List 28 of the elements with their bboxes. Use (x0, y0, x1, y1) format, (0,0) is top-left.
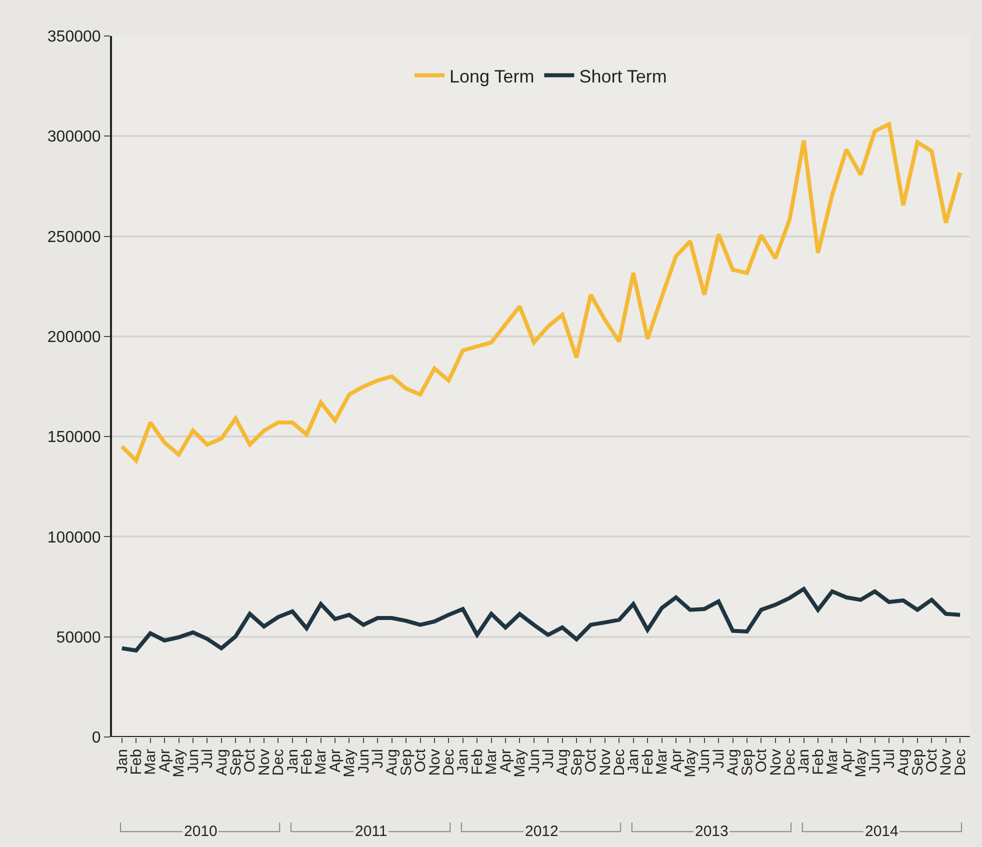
legend-label: Long Term (450, 66, 534, 86)
x-tick-label: Jul (880, 749, 898, 768)
legend-label: Short Term (579, 66, 667, 86)
x-tick-label: May (170, 748, 188, 778)
text: 2011 (355, 823, 388, 840)
x-tick-label: Jan (114, 749, 131, 774)
text: 2013 (695, 823, 728, 840)
text: 2012 (525, 823, 558, 840)
x-tick-label: Jul (710, 749, 728, 768)
text: 2010 (184, 823, 218, 840)
x-tick-label: May (512, 748, 529, 778)
y-tick-label: 150000 (47, 429, 101, 446)
x-tick-label: Aug (554, 749, 572, 776)
y-tick-label: 0 (92, 730, 101, 747)
x-tick-label: Aug (724, 749, 742, 776)
x-tick-label: May (341, 748, 358, 778)
y-tick-label: 200000 (47, 329, 101, 346)
x-tick-label: May (682, 748, 700, 778)
y-tick-label: 100000 (47, 529, 101, 546)
line-series (120, 586, 962, 652)
y-tick-label: 350000 (47, 28, 101, 46)
x-tick-label: Aug (895, 749, 912, 776)
y-tick-label: 250000 (47, 228, 101, 246)
x-tick-label: Jul (540, 749, 557, 768)
line-series (120, 122, 962, 463)
y-tick-label: 50000 (56, 629, 101, 646)
y-tick-label: 300000 (47, 128, 101, 146)
text: 2014 (865, 823, 898, 840)
